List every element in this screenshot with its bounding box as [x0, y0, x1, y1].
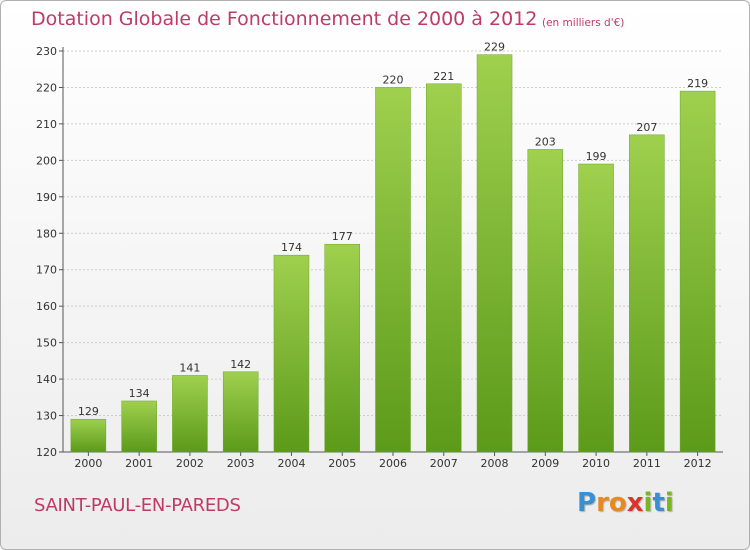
chart-subtitle: (en milliers d'€) [542, 17, 625, 29]
value-label: 174 [281, 241, 302, 254]
x-tick-label: 2004 [277, 457, 305, 470]
bar-2011 [629, 134, 665, 453]
logo-letter: t [652, 488, 665, 518]
logo-letter: x [626, 488, 644, 518]
logo-letter: i [664, 488, 674, 518]
x-tick-label: 2005 [328, 457, 356, 470]
bar-2012 [679, 90, 716, 453]
y-tick-label: 130 [36, 410, 57, 423]
logo-letter: i [643, 488, 653, 518]
x-tick-label: 2009 [531, 457, 559, 470]
bar-2004 [273, 254, 310, 453]
y-tick-label: 180 [36, 227, 57, 240]
commune-name: SAINT-PAUL-EN-PAREDS [34, 495, 241, 516]
value-label: 219 [687, 77, 708, 90]
value-label: 220 [383, 73, 404, 86]
bar-2003 [222, 371, 259, 453]
bar-2008 [476, 54, 513, 453]
bar-2009 [527, 149, 564, 453]
y-tick-label: 170 [36, 264, 57, 277]
y-tick-label: 120 [36, 446, 57, 459]
x-tick-label: 2006 [379, 457, 407, 470]
value-label: 221 [433, 70, 454, 83]
bar-2006 [375, 87, 411, 453]
value-label: 177 [332, 230, 353, 243]
x-tick-label: 2007 [430, 457, 458, 470]
value-label: 129 [78, 405, 99, 418]
value-label: 142 [230, 358, 251, 371]
value-label: 229 [484, 41, 505, 54]
bar-2000 [70, 418, 107, 453]
bar-2010 [578, 163, 614, 453]
logo-letter: o [608, 488, 627, 518]
chart-title: Dotation Globale de Fonctionnement de 20… [31, 8, 538, 30]
x-tick-label: 2000 [74, 457, 102, 470]
proxiti-logo: Proxiti [577, 488, 674, 518]
y-tick-label: 200 [36, 154, 57, 167]
x-tick-label: 2012 [684, 457, 712, 470]
x-tick-label: 2002 [176, 457, 204, 470]
y-tick-label: 230 [36, 45, 57, 58]
x-tick-label: 2010 [582, 457, 610, 470]
bar-2007 [426, 83, 462, 453]
x-tick-label: 2001 [125, 457, 153, 470]
bar-2002 [172, 375, 208, 453]
logo-letter: r [596, 488, 609, 518]
bar-2001 [121, 400, 157, 453]
y-tick-label: 160 [36, 300, 57, 313]
y-tick-label: 150 [36, 337, 57, 350]
x-tick-label: 2008 [481, 457, 509, 470]
logo-letter: P [577, 488, 597, 518]
value-label: 141 [179, 361, 200, 374]
value-label: 134 [129, 387, 150, 400]
y-tick-label: 220 [36, 81, 57, 94]
y-tick-label: 210 [36, 118, 57, 131]
y-tick-label: 190 [36, 191, 57, 204]
value-label: 199 [586, 150, 607, 163]
bar-2005 [324, 243, 360, 453]
value-label: 203 [535, 135, 556, 148]
y-tick-label: 140 [36, 373, 57, 386]
x-tick-label: 2003 [227, 457, 255, 470]
x-tick-label: 2011 [633, 457, 661, 470]
value-label: 207 [636, 121, 657, 134]
